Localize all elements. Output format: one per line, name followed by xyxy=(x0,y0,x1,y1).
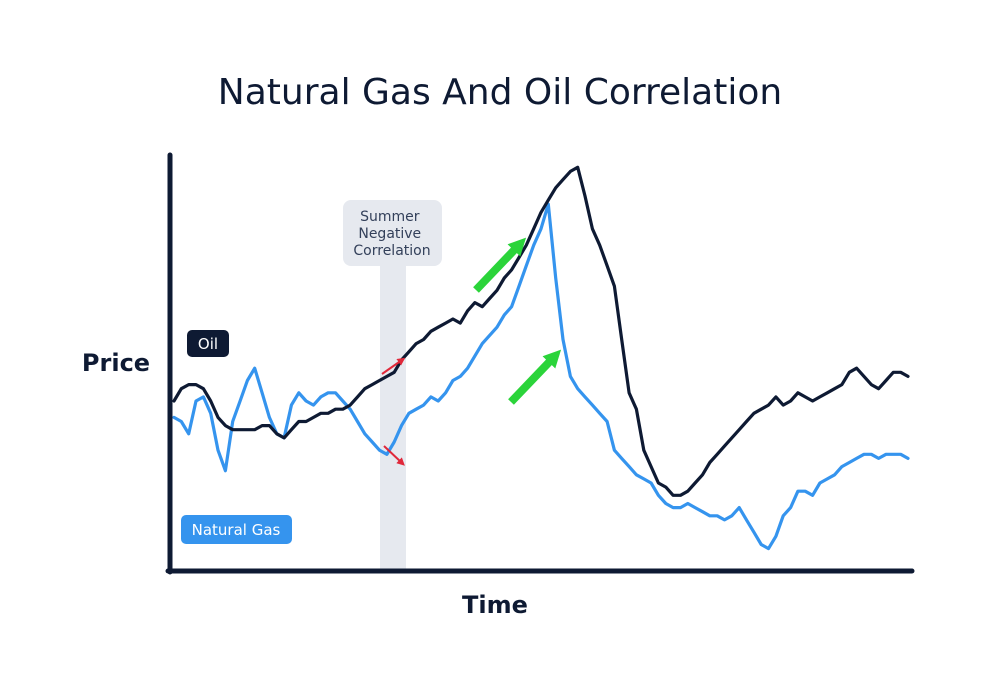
trend-arrow-upper xyxy=(473,237,527,293)
legend-oil-label: Oil xyxy=(198,335,218,353)
divergence-arrow-up xyxy=(381,357,406,375)
annotation-box xyxy=(343,200,442,266)
legend-gas-label: Natural Gas xyxy=(192,521,281,539)
chart-title: Natural Gas And Oil Correlation xyxy=(218,72,782,113)
series-line-oil xyxy=(172,165,910,497)
divergence-arrow-down xyxy=(383,445,405,466)
legend-gas-badge xyxy=(181,515,292,544)
annotation-text: Summer Negative Correlation xyxy=(353,209,430,259)
summer-highlight-band xyxy=(380,260,406,570)
legend-oil-badge xyxy=(187,330,229,357)
trend-arrow-lower xyxy=(508,349,562,405)
series-layer xyxy=(172,165,910,551)
series-line-natural-gas xyxy=(172,202,910,551)
x-axis-label: Time xyxy=(462,591,528,619)
y-axis-label: Price xyxy=(82,349,150,377)
